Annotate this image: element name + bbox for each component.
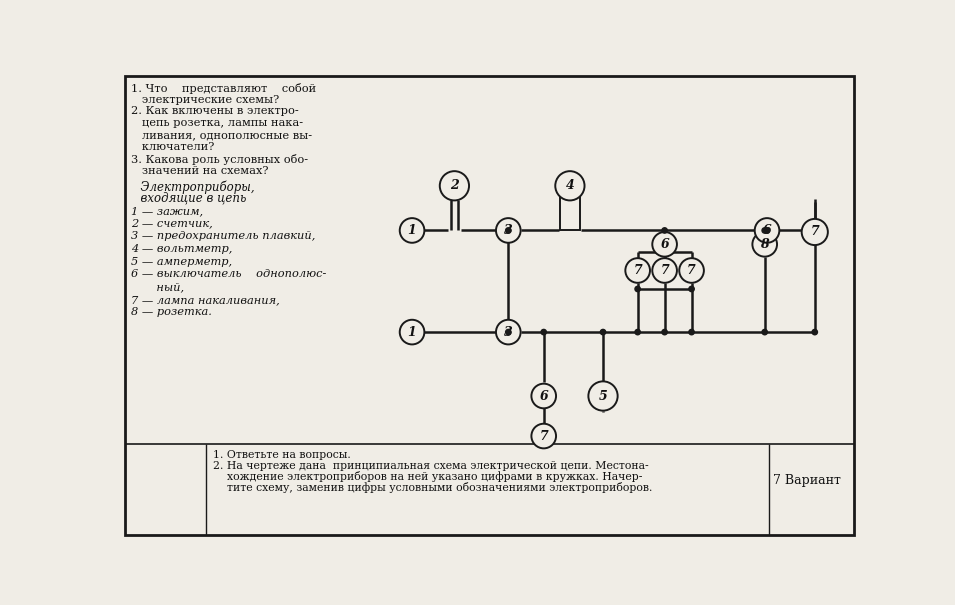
Text: 1. Ответьте на вопросы.: 1. Ответьте на вопросы. (213, 450, 350, 460)
Circle shape (801, 219, 828, 245)
Text: 5 — амперметр,: 5 — амперметр, (131, 257, 232, 267)
Circle shape (541, 329, 546, 335)
Text: 1: 1 (408, 325, 416, 339)
Circle shape (626, 258, 650, 283)
Text: 3. Какова роль условных обо-: 3. Какова роль условных обо- (131, 154, 308, 165)
Text: 6: 6 (763, 224, 772, 237)
Circle shape (505, 227, 511, 233)
Circle shape (662, 329, 668, 335)
Text: 2 — счетчик,: 2 — счетчик, (131, 218, 213, 229)
Text: 1. Что    представляют    собой: 1. Что представляют собой (131, 83, 316, 94)
Circle shape (762, 329, 768, 335)
Circle shape (496, 320, 520, 344)
Circle shape (652, 258, 677, 283)
Text: 2: 2 (450, 179, 458, 192)
Text: 7: 7 (811, 226, 819, 238)
Circle shape (689, 286, 694, 292)
Text: ключатели?: ключатели? (131, 142, 214, 152)
Text: 7: 7 (660, 264, 669, 277)
Circle shape (588, 381, 618, 411)
Text: 4: 4 (565, 179, 574, 192)
Circle shape (505, 329, 511, 335)
Text: ный,: ный, (131, 282, 184, 292)
Text: 1 — зажим,: 1 — зажим, (131, 206, 203, 216)
Text: 2. На чертеже дана  принципиальная схема электрической цепи. Местона-: 2. На чертеже дана принципиальная схема … (213, 460, 648, 471)
Text: 6 — выключатель    однополюс-: 6 — выключатель однополюс- (131, 269, 327, 280)
Text: 7: 7 (540, 430, 548, 442)
Text: цепь розетка, лампы нака-: цепь розетка, лампы нака- (131, 119, 303, 128)
Circle shape (400, 320, 424, 344)
Circle shape (753, 232, 777, 257)
Text: 6: 6 (660, 238, 669, 251)
Text: 7: 7 (688, 264, 696, 277)
Text: Электроприборы,: Электроприборы, (133, 180, 254, 194)
Circle shape (764, 227, 770, 233)
Circle shape (531, 384, 556, 408)
Text: 7 Вариант: 7 Вариант (774, 474, 841, 487)
Circle shape (496, 218, 520, 243)
Circle shape (439, 171, 469, 200)
Text: 6: 6 (540, 390, 548, 402)
Circle shape (531, 424, 556, 448)
Circle shape (762, 227, 768, 233)
Circle shape (689, 329, 694, 335)
Circle shape (679, 258, 704, 283)
Text: 1: 1 (408, 224, 416, 237)
Text: 5: 5 (599, 390, 607, 402)
Text: хождение электроприборов на ней указано цифрами в кружках. Начер-: хождение электроприборов на ней указано … (213, 471, 642, 482)
Text: 3 — предохранитель плавкий,: 3 — предохранитель плавкий, (131, 231, 315, 241)
Text: 8 — розетка.: 8 — розетка. (131, 307, 212, 318)
Text: 8: 8 (760, 238, 769, 251)
Circle shape (601, 329, 605, 335)
Circle shape (652, 232, 677, 257)
Circle shape (812, 329, 817, 335)
Circle shape (635, 329, 641, 335)
Circle shape (555, 171, 584, 200)
Text: входящие в цепь: входящие в цепь (133, 192, 246, 205)
Text: 3: 3 (504, 325, 513, 339)
Circle shape (754, 218, 779, 243)
Circle shape (400, 218, 424, 243)
Text: 2. Как включены в электро-: 2. Как включены в электро- (131, 106, 299, 117)
Text: значений на схемах?: значений на схемах? (131, 166, 268, 176)
Text: электрические схемы?: электрические схемы? (131, 94, 279, 105)
Text: 3: 3 (504, 224, 513, 237)
Text: 4 — вольтметр,: 4 — вольтметр, (131, 244, 232, 254)
Bar (560, 191, 580, 231)
Text: 7: 7 (633, 264, 642, 277)
Circle shape (662, 227, 668, 233)
Text: 7 — лампа накаливания,: 7 — лампа накаливания, (131, 295, 280, 305)
Text: тите схему, заменив цифры условными обозначениями электроприборов.: тите схему, заменив цифры условными обоз… (213, 482, 652, 493)
Text: ливания, однополюсные вы-: ливания, однополюсные вы- (131, 130, 312, 140)
Circle shape (635, 286, 641, 292)
